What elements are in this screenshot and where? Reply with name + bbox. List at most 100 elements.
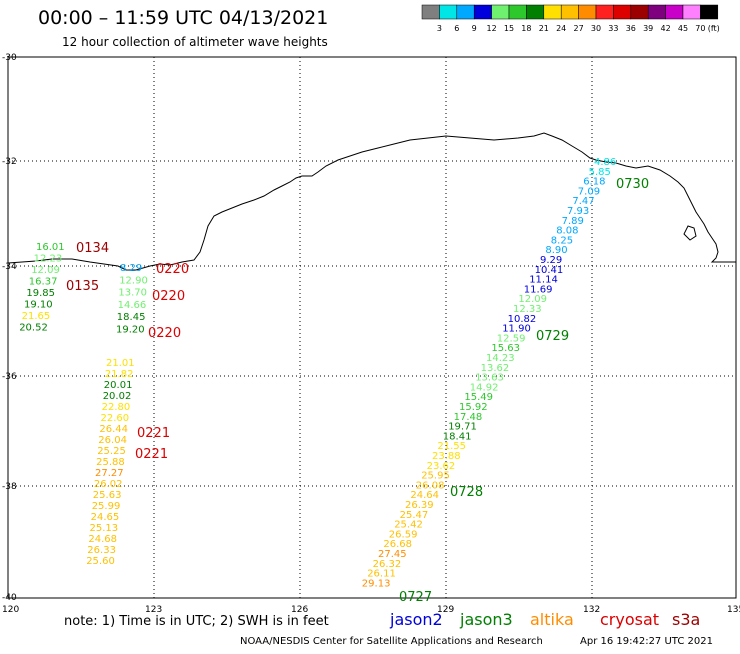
wave-height-label: 6.18: [583, 177, 605, 188]
lat-label: -32: [2, 157, 17, 167]
coastline-island: [683, 225, 697, 241]
colorbar-tick-label: 27: [574, 24, 584, 33]
colorbar-tick-label: 39: [643, 24, 653, 33]
wave-height-label: 26.44: [99, 424, 128, 435]
wave-height-label: 21.65: [22, 311, 51, 322]
colorbar-swatch: [456, 4, 475, 20]
wave-height-label: 18.41: [443, 431, 472, 442]
colorbar-tick-label: 33: [608, 24, 618, 33]
lon-label: 129: [437, 605, 454, 615]
wave-height-label: 21.01: [106, 358, 135, 369]
wave-height-label: 11.90: [502, 324, 531, 335]
wave-height-label: 8.25: [551, 235, 573, 246]
satellite-legend: jason2 jason3 altika cryosat s3a: [389, 610, 700, 629]
wave-height-label: 25.25: [97, 446, 126, 457]
map-subtitle: 12 hour collection of altimeter wave hei…: [62, 35, 328, 49]
lat-label: -38: [2, 482, 17, 492]
colorbar-swatch: [613, 4, 632, 20]
wave-height-label: 26.68: [383, 539, 412, 550]
wave-height-label: 20.02: [103, 391, 132, 402]
wave-height-label: 27.27: [95, 468, 124, 479]
colorbar-swatch: [630, 4, 649, 20]
wave-height-label: 25.60: [86, 556, 115, 567]
wave-height-label: 21.82: [105, 369, 134, 380]
wave-height-label: 23.88: [432, 451, 461, 462]
wave-height-label: 25.47: [400, 510, 429, 521]
wave-height-label: 22.80: [102, 402, 131, 413]
colorbar-tick-label: 12: [487, 24, 497, 33]
colorbar-tick-label: 21: [539, 24, 549, 33]
colorbar-tick-label: 15: [504, 24, 514, 33]
wave-height-label: 14.23: [486, 353, 515, 364]
wave-height-label: 16.37: [29, 277, 58, 288]
wave-height-label: 12.09: [518, 294, 547, 305]
wave-height-label: 18.45: [117, 312, 146, 323]
generated-timestamp: Apr 16 19:42:27 UTC 2021: [580, 636, 713, 647]
wave-height-label: 13.62: [481, 363, 510, 374]
colorbar-tick-label: 30: [591, 24, 601, 33]
pass-time-labels: 0134 0135 0220 0220 0220 0221 0221 0730 …: [66, 177, 649, 605]
wave-height-label: 12.23: [34, 254, 63, 265]
colorbar-tick-label: 70: [695, 24, 705, 33]
wave-height-label: 7.89: [562, 216, 584, 227]
wave-height-label: 25.13: [90, 523, 119, 534]
pass-time-label: 0220: [152, 289, 185, 304]
lon-label: 123: [145, 605, 162, 615]
wave-height-labels: 16.0112.2312.0916.3719.8519.1021.6520.52…: [19, 157, 616, 589]
wave-height-label: 26.59: [389, 529, 418, 540]
wave-height-label: 12.09: [31, 265, 60, 276]
legend-jason3: jason3: [459, 610, 513, 629]
wave-height-label: 14.92: [470, 382, 499, 393]
wave-height-label: 11.14: [529, 275, 558, 286]
map-title: 00:00 – 11:59 UTC 04/13/2021: [38, 7, 328, 29]
colorbar-tick-label: 9: [472, 24, 477, 33]
wave-height-label: 8.90: [545, 245, 567, 256]
wave-height-label: 10.41: [535, 265, 564, 276]
gridlines: [8, 57, 736, 598]
wave-height-label: 26.02: [94, 479, 123, 490]
colorbar-swatch: [543, 4, 562, 20]
colorbar-swatch: [439, 4, 458, 20]
colorbar-swatch: [473, 4, 492, 20]
colorbar-tick-label: 45: [678, 24, 688, 33]
wave-height-label: 13.70: [118, 288, 147, 299]
pass-time-label: 0135: [66, 279, 99, 294]
wave-height-label: 13.63: [475, 373, 504, 384]
pass-time-label: 0221: [137, 426, 170, 441]
wave-height-label: 7.93: [567, 206, 589, 217]
wave-height-label: 12.59: [497, 333, 526, 344]
plot-frame: [7, 56, 737, 599]
wave-height-label: 26.33: [87, 545, 116, 556]
wave-height-label: 27.45: [378, 549, 407, 560]
colorbar-swatch: [682, 4, 701, 20]
wave-height-label: 19.10: [24, 300, 53, 311]
wave-height-label: 15.49: [464, 392, 493, 403]
wave-height-label: 19.85: [26, 288, 55, 299]
wave-height-label: 11.69: [524, 284, 553, 295]
wave-height-label: 17.48: [454, 412, 483, 423]
wave-height-label: 5.85: [589, 167, 611, 178]
wave-height-label: 12.33: [513, 304, 542, 315]
wave-height-label: 26.08: [416, 480, 445, 491]
wave-height-label: 26.39: [405, 500, 434, 511]
wave-height-label: 29.13: [362, 578, 391, 589]
legend-cryosat: cryosat: [600, 610, 659, 629]
wave-height-label: 25.95: [421, 471, 450, 482]
wave-height-label: 26.04: [98, 435, 127, 446]
wave-height-label: 24.64: [410, 490, 439, 501]
lat-label: -36: [2, 372, 17, 382]
wave-height-label: 9.29: [540, 255, 562, 266]
wave-height-label: 21.55: [437, 441, 466, 452]
wave-height-label: 19.20: [116, 325, 145, 336]
pass-time-label: 0728: [450, 485, 483, 500]
colorbar-swatch: [421, 4, 440, 20]
pass-time-label: 0729: [536, 329, 569, 344]
pass-time-label: 0134: [76, 241, 109, 256]
wave-height-label: 19.71: [448, 422, 477, 433]
pass-time-label: 0727: [399, 590, 432, 605]
wave-height-label: 16.01: [36, 242, 65, 253]
colorbar-swatch: [526, 4, 545, 20]
wave-height-label: 14.66: [118, 300, 147, 311]
pass-time-label: 0221: [135, 447, 168, 462]
colorbar-unit: (ft): [708, 24, 720, 33]
